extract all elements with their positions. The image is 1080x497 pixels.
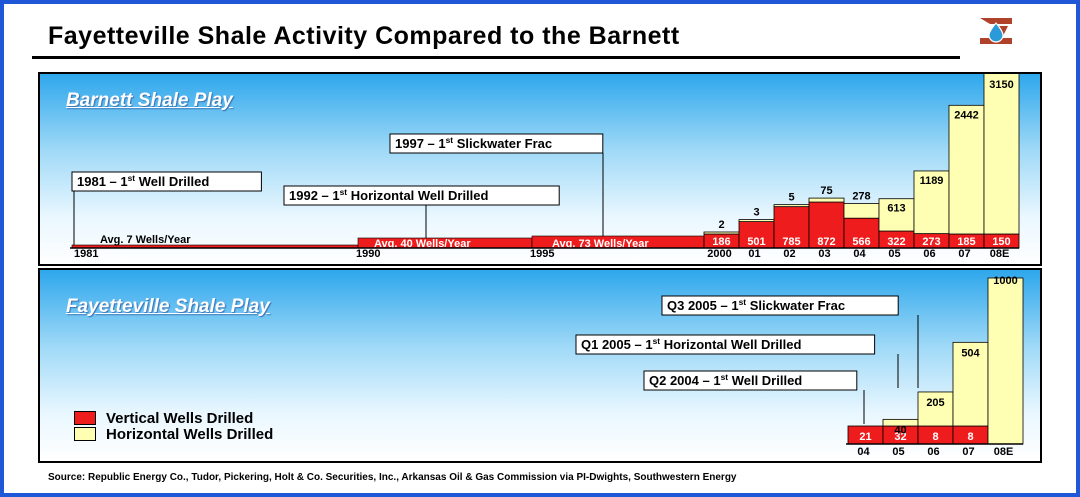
barnett-horizontal-bar [773, 204, 810, 208]
fayetteville-annotation-q2-2004-label: Q2 2004 – 1st Well Drilled [649, 372, 802, 388]
barnett-vertical-value: 150 [992, 236, 1010, 248]
title-rule [32, 56, 960, 59]
barnett-tick-label: 1995 [530, 248, 554, 260]
fayetteville-horizontal-bar [987, 277, 1024, 445]
fayetteville-horizontal-value: 1000 [993, 275, 1017, 287]
barnett-tick-label: 07 [958, 248, 970, 260]
barnett-chart: Avg. 7 Wells/Year Avg. 40 Wells/Year Avg. … [70, 74, 1020, 250]
barnett-horizontal-value: 3 [753, 207, 759, 219]
fayetteville-annotation-q3-2005-box [661, 295, 899, 316]
fayetteville-vertical-value: 8 [967, 431, 973, 443]
legend-item-vertical: Vertical Wells Drilled [74, 409, 273, 427]
barnett-tick-label: 05 [888, 248, 900, 260]
barnett-horizontal-bar [878, 198, 915, 232]
barnett-vertical-value: 186 [712, 236, 730, 248]
barnett-vertical-value: 273 [922, 236, 940, 248]
fayetteville-tick-label: 08E [994, 446, 1014, 458]
barnett-period-label: Avg. 40 Wells/Year [374, 238, 471, 250]
fayetteville-panel: Fayetteville Shale Play 21 32 40 8 205 8 504 10… [38, 268, 1042, 463]
barnett-tick-label: 1981 [74, 248, 98, 260]
legend-label-horizontal: Horizontal Wells Drilled [106, 425, 274, 443]
fayetteville-horizontal-value: 40 [894, 424, 906, 436]
fayetteville-tick-label: 06 [927, 446, 939, 458]
barnett-horizontal-bar [703, 231, 740, 235]
barnett-horizontal-bar [983, 74, 1020, 235]
fayetteville-annotation-q3-2005-label: Q3 2005 – 1st Slickwater Frac [667, 297, 845, 313]
barnett-horizontal-value: 278 [852, 191, 870, 203]
fayetteville-tick-label: 04 [857, 446, 870, 458]
barnett-panel: Barnett Shale Play Avg. 7 Wells/Year Avg.… [38, 72, 1042, 266]
barnett-horizontal-value: 613 [887, 203, 905, 215]
legend-swatch-vertical [74, 411, 96, 425]
fayetteville-horizontal-value: 504 [961, 347, 980, 359]
fayetteville-annotation-q2-2004-box [643, 370, 858, 391]
legend-swatch-horizontal [74, 427, 96, 441]
barnett-horizontal-bar [913, 170, 950, 235]
barnett-vertical-value: 322 [887, 236, 905, 248]
barnett-vertical-value: 501 [747, 236, 765, 248]
barnett-annotation-1981-box [71, 171, 262, 192]
barnett-vertical-value: 872 [817, 236, 835, 248]
fayetteville-annotation-q1-2005-label: Q1 2005 – 1st Horizontal Well Drilled [581, 336, 801, 352]
barnett-tick-label: 04 [853, 248, 866, 260]
barnett-period-label: Avg. 73 Wells/Year [552, 238, 649, 250]
barnett-annotation-1997-box [389, 133, 604, 154]
barnett-annotation-1981-label: 1981 – 1st Well Drilled [77, 173, 209, 189]
fayetteville-vertical-value: 8 [932, 431, 938, 443]
slide-title: Fayetteville Shale Activity Compared to … [48, 22, 680, 50]
barnett-vertical-value: 785 [782, 236, 800, 248]
legend: Vertical Wells Drilled Horizontal Wells … [74, 409, 274, 443]
barnett-tick-label: 1990 [356, 248, 380, 260]
fayetteville-horizontal-bar [917, 391, 954, 427]
legend-item-horizontal: Horizontal Wells Drilled [74, 425, 274, 443]
barnett-annotation-1992-box [283, 185, 560, 206]
fayetteville-vertical-value: 32 [894, 431, 906, 443]
barnett-tick-label: 03 [818, 248, 830, 260]
fayetteville-horizontal-bar [952, 341, 989, 427]
barnett-tick-label: 01 [748, 248, 760, 260]
barnett-period-label: Avg. 7 Wells/Year [100, 234, 191, 246]
barnett-tick-label: 08E [990, 248, 1010, 260]
barnett-horizontal-value: 2442 [954, 109, 978, 121]
fayetteville-annotation-q1-2005-box [575, 334, 876, 355]
barnett-x-axis: 1981 1990 1995 2000 01 02 03 04 05 06 07 08E [74, 248, 1010, 260]
barnett-horizontal-value: 3150 [989, 79, 1013, 91]
barnett-horizontal-value: 1189 [920, 175, 944, 187]
barnett-tick-label: 02 [783, 248, 795, 260]
fayetteville-panel-title: Fayetteville Shale Play [66, 296, 270, 317]
barnett-tick-label: 2000 [707, 248, 731, 260]
barnett-horizontal-bar [808, 197, 845, 203]
barnett-horizontal-value: 75 [820, 185, 832, 197]
barnett-vertical-bar [773, 206, 810, 249]
barnett-vertical-value: 566 [852, 236, 870, 248]
barnett-horizontal-value: 5 [788, 192, 794, 204]
company-logo-icon [976, 14, 1016, 48]
legend-label-vertical: Vertical Wells Drilled [106, 409, 254, 427]
barnett-vertical-value: 185 [957, 236, 975, 248]
fayetteville-x-axis: 04 05 06 07 08E [857, 446, 1014, 458]
barnett-tick-label: 06 [923, 248, 935, 260]
barnett-horizontal-bar [738, 219, 775, 222]
fayetteville-vertical-value: 21 [859, 431, 871, 443]
barnett-annotation-1992-label: 1992 – 1st Horizontal Well Drilled [289, 187, 489, 203]
fayetteville-tick-label: 05 [892, 446, 904, 458]
source-note: Source: Republic Energy Co., Tudor, Pick… [48, 472, 737, 483]
barnett-panel-title: Barnett Shale Play [66, 90, 233, 111]
fayetteville-horizontal-value: 205 [926, 397, 944, 409]
barnett-horizontal-value: 2 [718, 219, 724, 231]
barnett-horizontal-bar [948, 104, 985, 235]
barnett-horizontal-bar [843, 203, 880, 219]
fayetteville-tick-label: 07 [962, 446, 974, 458]
barnett-annotation-1997-label: 1997 – 1st Slickwater Frac [395, 135, 552, 151]
